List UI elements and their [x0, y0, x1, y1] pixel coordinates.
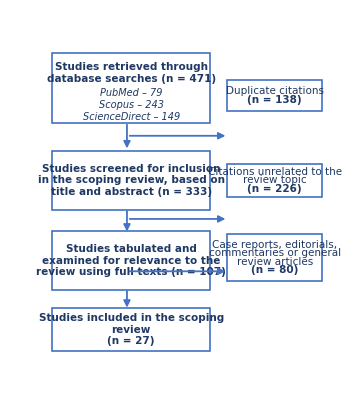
FancyBboxPatch shape [227, 80, 322, 111]
Text: Studies included in the scoping
review
(n = 27): Studies included in the scoping review (… [38, 313, 224, 346]
Text: Duplicate citations: Duplicate citations [226, 86, 324, 96]
Text: review articles: review articles [237, 257, 313, 267]
FancyBboxPatch shape [227, 234, 322, 280]
Text: Studies screened for inclusion
in the scoping review, based on
title and abstrac: Studies screened for inclusion in the sc… [38, 164, 225, 197]
Text: Case reports, editorials,: Case reports, editorials, [212, 240, 337, 250]
Text: (n = 138): (n = 138) [247, 95, 302, 105]
Text: Citations unrelated to the: Citations unrelated to the [208, 167, 342, 177]
Text: (n = 80): (n = 80) [251, 265, 298, 275]
Text: review topic: review topic [243, 176, 306, 186]
FancyBboxPatch shape [52, 53, 210, 124]
FancyBboxPatch shape [52, 151, 210, 210]
Text: commentaries or general: commentaries or general [209, 248, 341, 258]
Text: Studies tabulated and
examined for relevance to the
review using full texts (n =: Studies tabulated and examined for relev… [36, 244, 226, 277]
FancyBboxPatch shape [52, 308, 210, 351]
Text: (n = 226): (n = 226) [247, 184, 302, 194]
Text: Studies retrieved through
database searches (n = 471): Studies retrieved through database searc… [46, 62, 216, 84]
FancyBboxPatch shape [52, 231, 210, 290]
Text: PubMed – 79
Scopus – 243
ScienceDirect – 149: PubMed – 79 Scopus – 243 ScienceDirect –… [82, 88, 180, 122]
FancyBboxPatch shape [227, 164, 322, 197]
